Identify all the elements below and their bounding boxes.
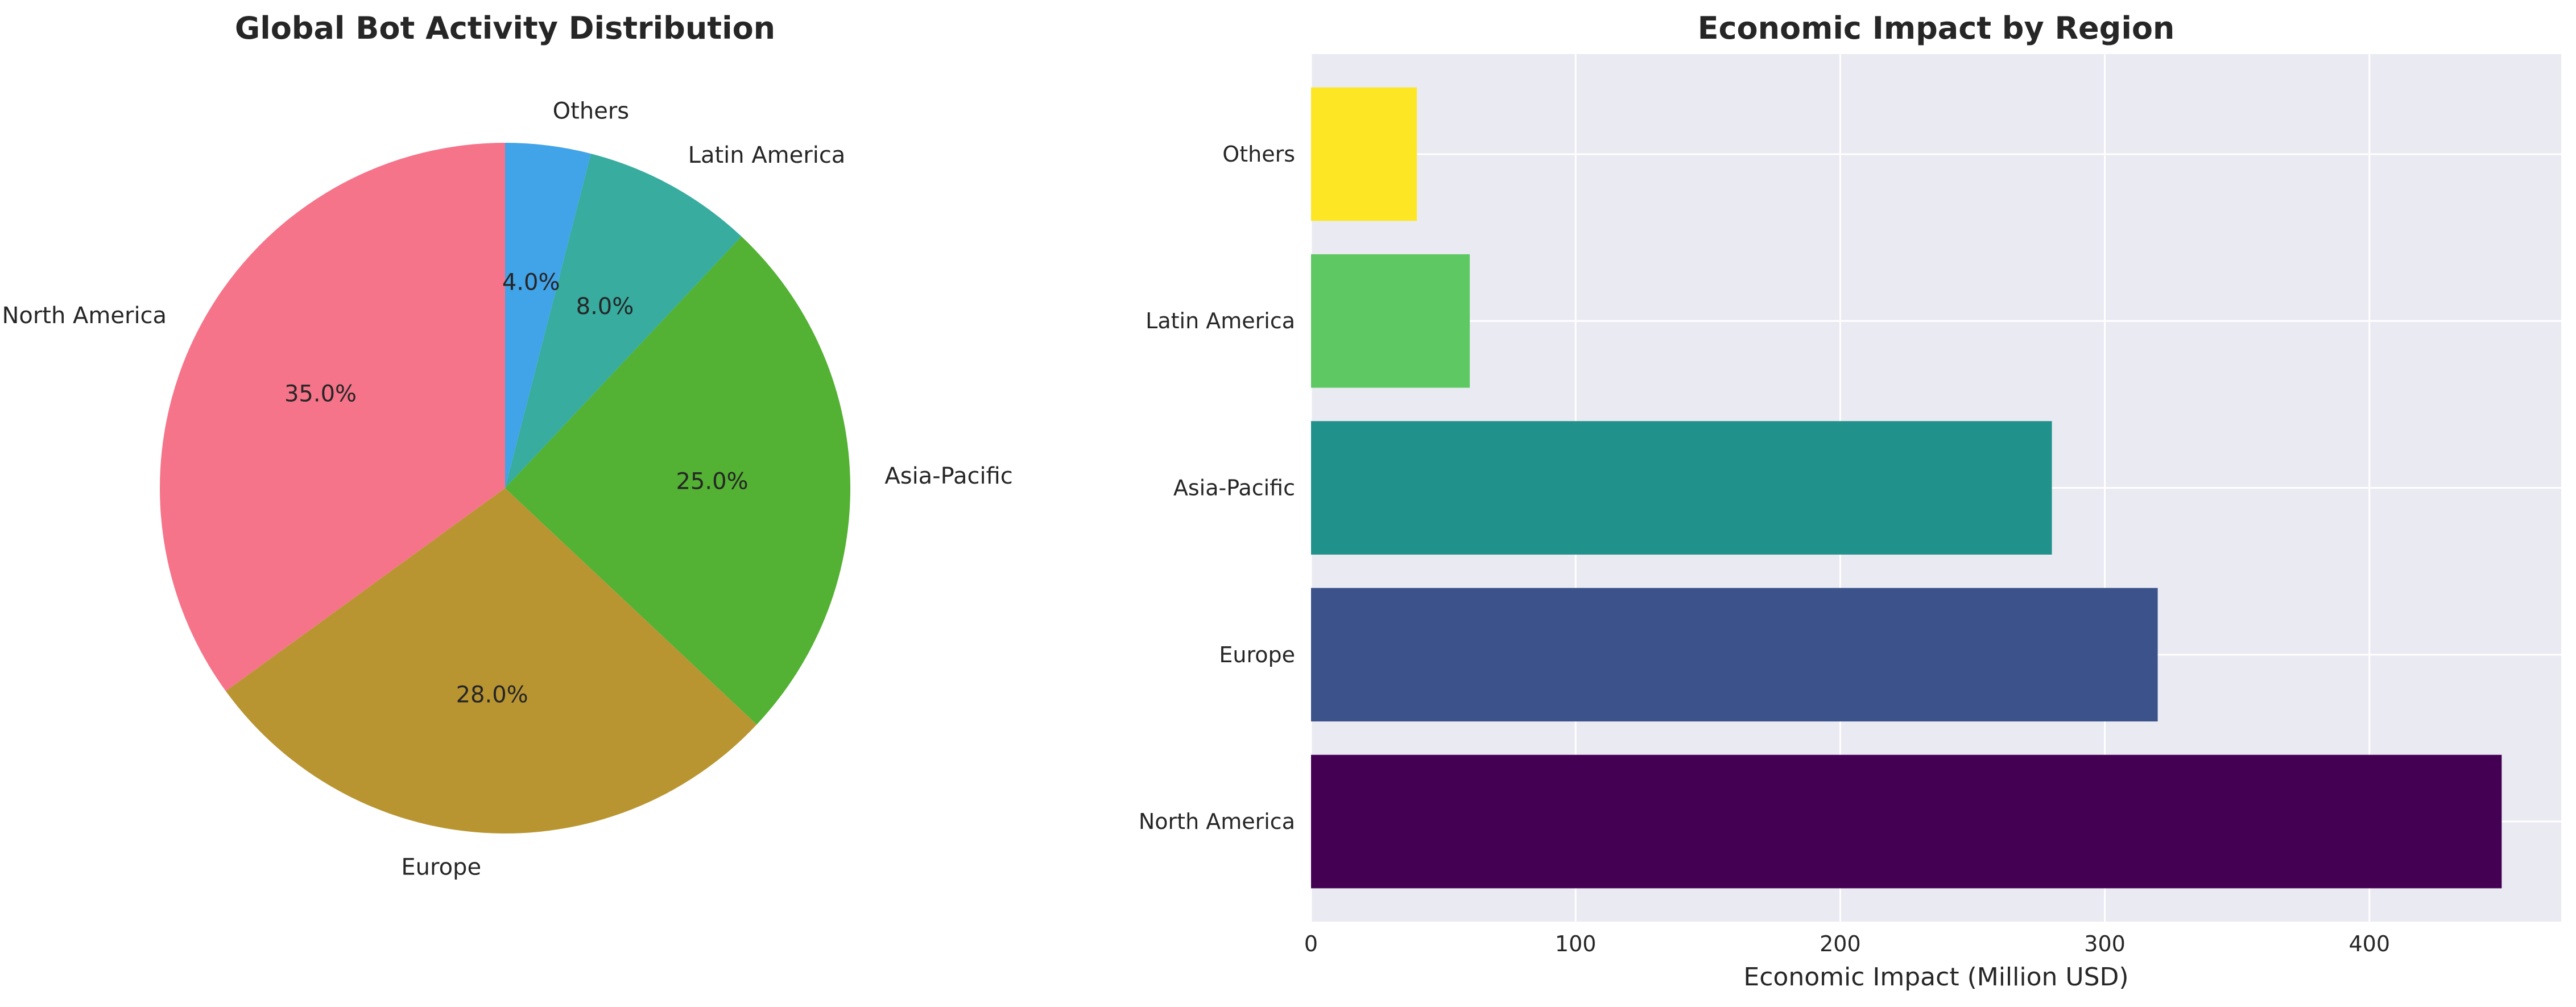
x-tick-label: 100 [1555,931,1597,956]
bar-latin-america [1311,254,1470,388]
bar-y-tick-labels: North America Europe Asia-Pacific Latin Ame… [1139,142,1295,834]
pie-percent-label-others: 4.0% [502,270,560,296]
bar-europe [1311,588,2158,722]
pie-slice-others [505,143,591,488]
bar-chart-title: Economic Impact by Region [1698,10,2175,46]
pie-slice-north-america [159,143,505,691]
pie-slice-europe [225,488,757,833]
y-tick-label-latin-america: Latin America [1146,308,1295,333]
x-tick-label: 300 [2084,931,2126,956]
pie-percent-label-latin-america: 8.0% [576,294,634,320]
bar-bars [1311,87,2502,889]
pie-chart-title: Global Bot Activity Distribution [235,10,775,46]
pie-category-label-north-america: North America [2,303,167,329]
y-tick-label-others: Others [1222,142,1295,167]
x-tick-label: 400 [2348,931,2390,956]
pie-percent-label-asia-pacific: 25.0% [676,469,748,495]
bar-chart: Economic Impact by Region North America E… [1139,10,2561,992]
pie-percent-label-europe: 28.0% [456,682,528,708]
bar-asia-pacific [1311,421,2052,555]
bar-others [1311,87,1417,221]
pie-chart: Global Bot Activity Distribution 35.0% No… [2,10,1012,880]
y-tick-label-europe: Europe [1219,642,1295,667]
bar-north-america [1311,754,2502,889]
y-tick-label-asia-pacific: Asia-Pacific [1173,476,1295,501]
pie-category-label-latin-america: Latin America [688,142,846,168]
pie-labels: 35.0% North America 28.0% Europe 25.0% Asia-P… [2,98,1012,881]
pie-slice-asia-pacific [505,236,850,725]
pie-percent-label-north-america: 35.0% [284,381,357,407]
pie-slice-latin-america [505,154,742,488]
pie-category-label-others: Others [553,98,629,125]
bar-x-axis-label: Economic Impact (Million USD) [1743,963,2128,992]
pie-slices [159,143,850,833]
y-tick-label-north-america: North America [1139,809,1295,834]
pie-category-label-europe: Europe [401,854,481,880]
bar-x-tick-labels: 0 100 200 300 400 [1304,931,2390,956]
x-tick-label: 200 [1820,931,1861,956]
pie-category-label-asia-pacific: Asia-Pacific [884,463,1012,489]
x-tick-label: 0 [1304,931,1318,956]
